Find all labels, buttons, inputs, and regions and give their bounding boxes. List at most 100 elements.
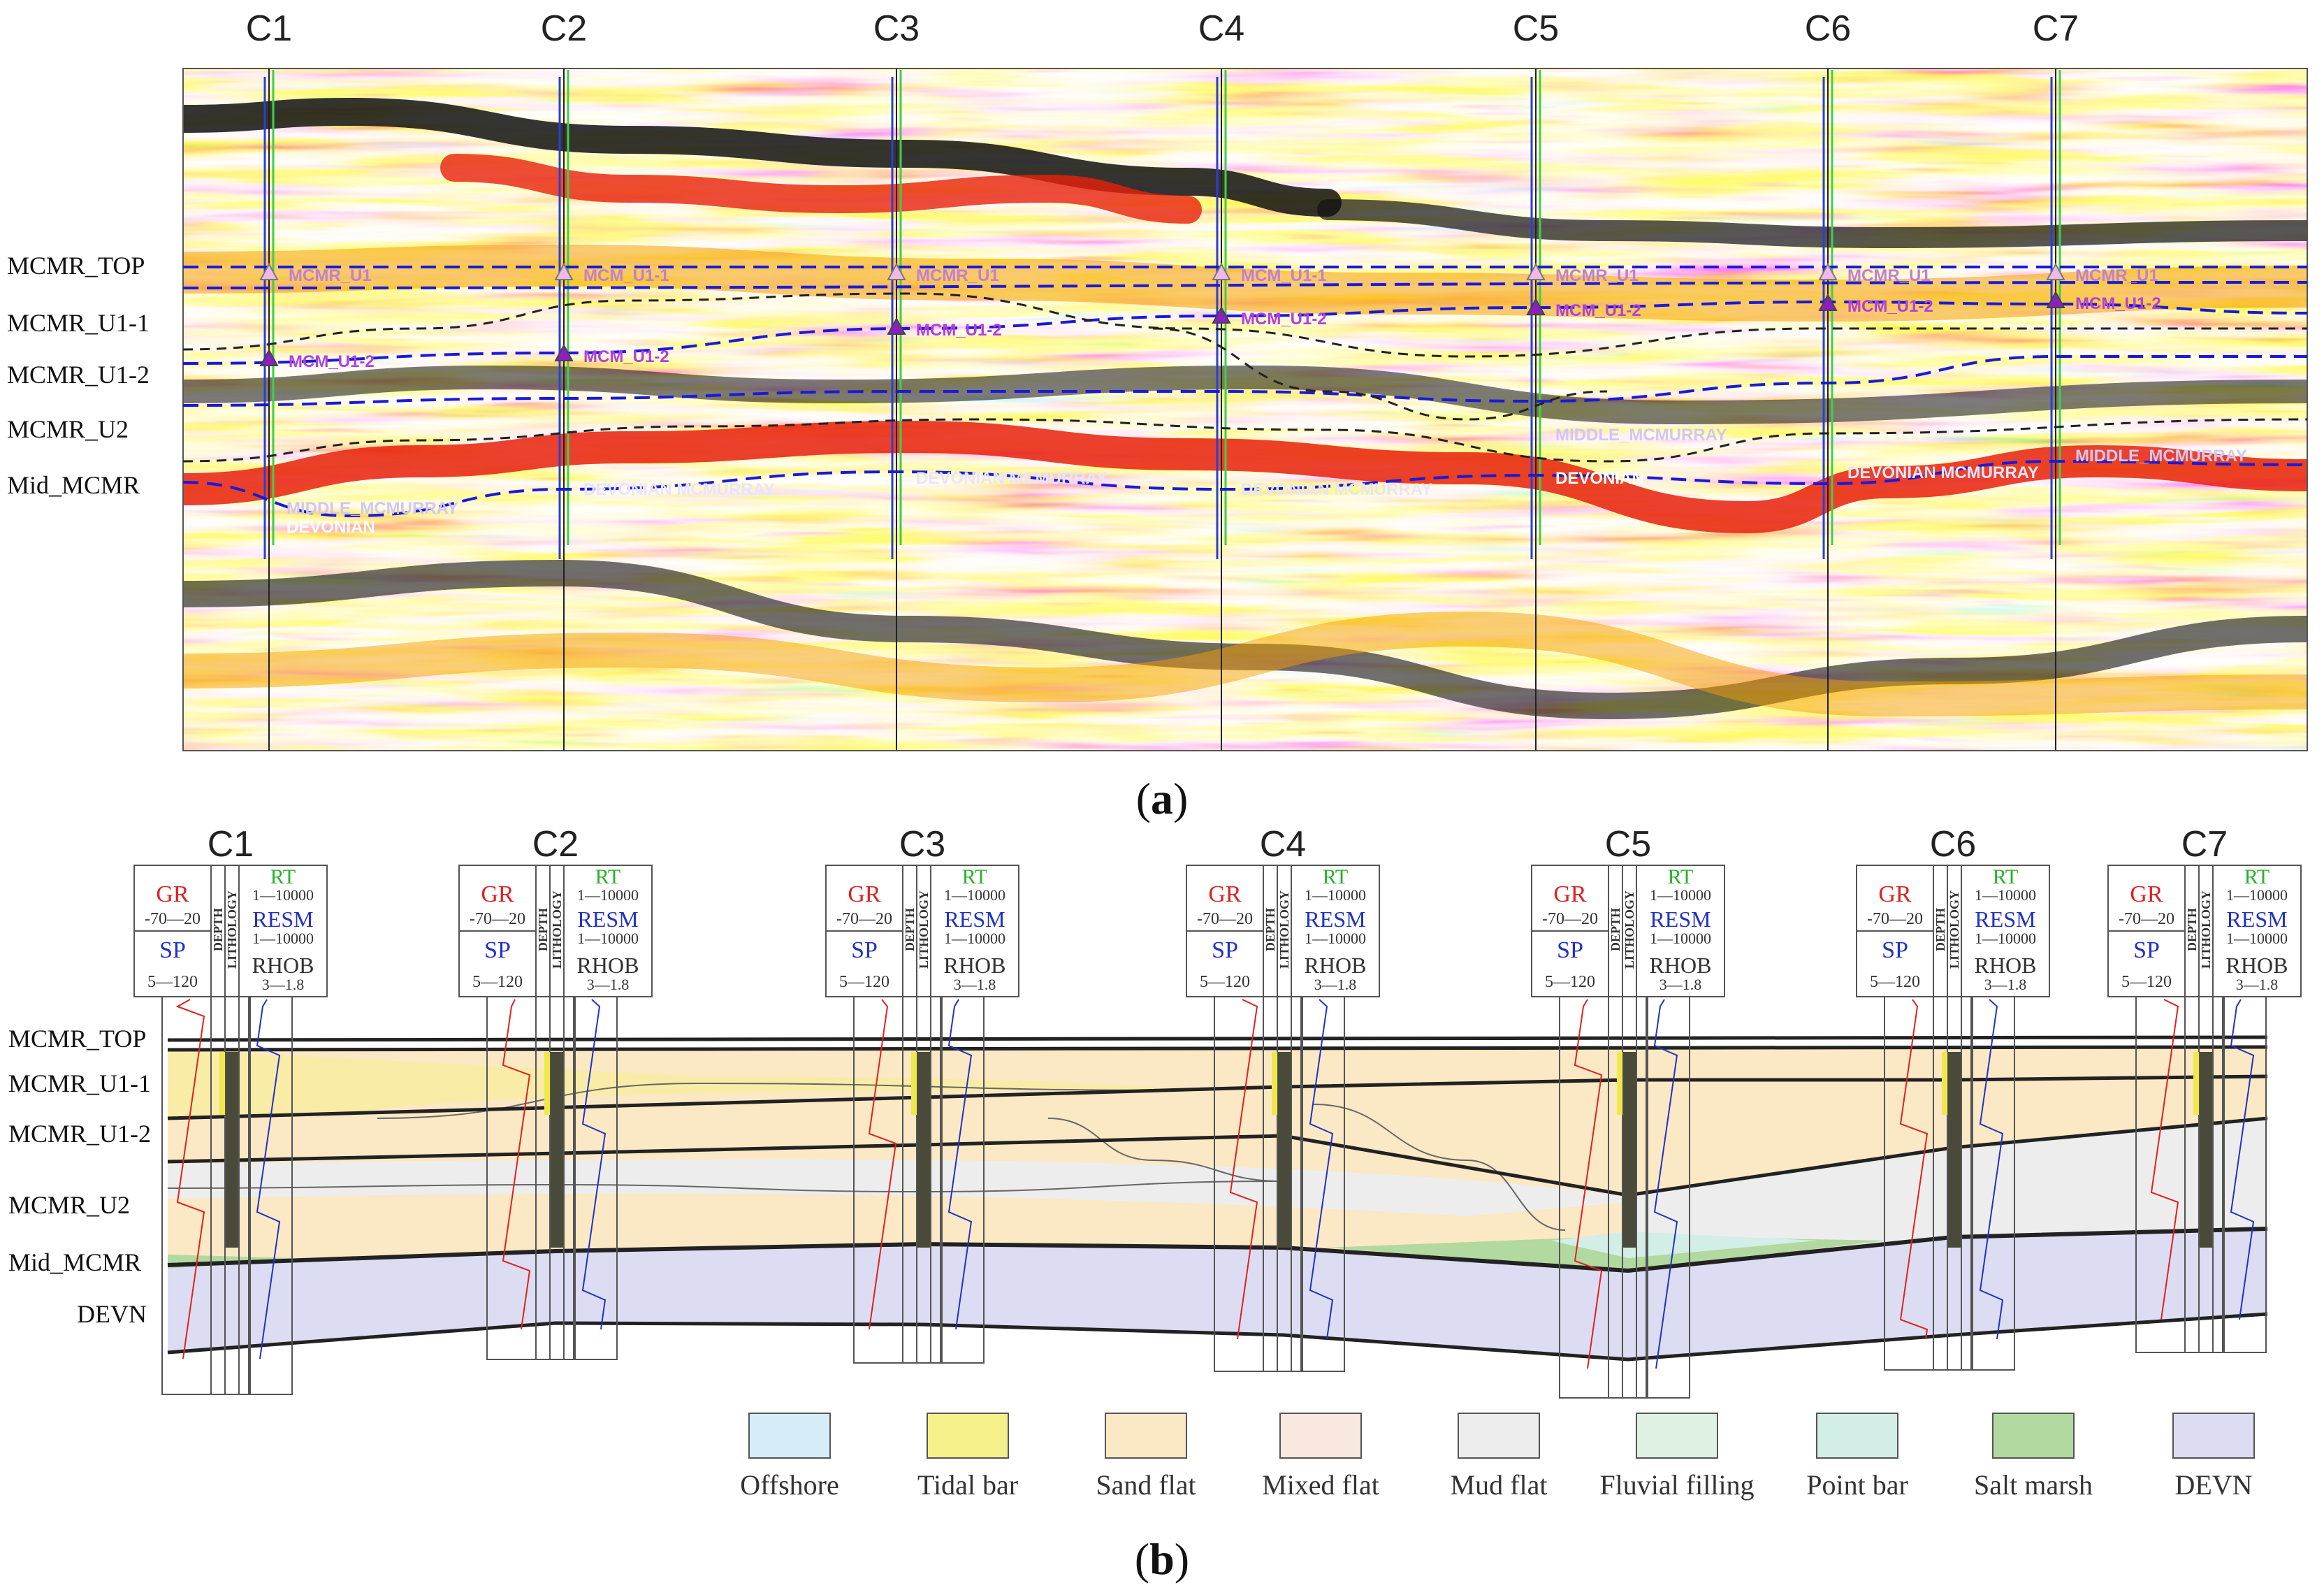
lithology-strip xyxy=(1623,1052,1636,1248)
log-label-rhob: RHOB xyxy=(944,953,1006,978)
log-label-sp: SP xyxy=(2133,937,2160,963)
horizon-label: MCMR_U1-2 xyxy=(8,1120,151,1148)
pick-label-u12: MCM_U1-2 xyxy=(916,321,1002,340)
pick-marker-u12 xyxy=(259,348,279,366)
lithology-strip xyxy=(551,1052,563,1248)
legend-swatch xyxy=(1458,1413,1540,1459)
pick-label-devonian-mcmurray: DEVONIAN MCMURRAY xyxy=(1241,480,1432,499)
log-label-depth: DEPTH xyxy=(903,908,917,951)
log-column-frame xyxy=(486,996,574,1360)
log-scale-resm: 1—10000 xyxy=(2226,930,2288,947)
facies-legend: Offshore Tidal bar Sand flat Mixed flat Mud … xyxy=(740,1413,2255,1501)
legend-item: DEVN xyxy=(2172,1413,2255,1501)
pick-label-top: MCMR_U1 xyxy=(1847,266,1931,285)
pick-label-u12: MCM_U1-2 xyxy=(1555,301,1641,320)
horizon-line xyxy=(182,459,2308,518)
facies-point-bar xyxy=(1551,1232,1817,1258)
correlation-horizon xyxy=(167,1312,2268,1362)
well-name-c6: C6 xyxy=(1805,8,1851,49)
horizon-label: DEVN xyxy=(77,1300,147,1328)
log-column-frame xyxy=(574,996,618,1360)
log-label-sp: SP xyxy=(1557,937,1583,963)
log-curve-resm xyxy=(1653,999,1678,1369)
log-curve-resm xyxy=(1309,999,1334,1340)
well-name-c2: C2 xyxy=(541,8,587,49)
legend-swatch xyxy=(748,1413,831,1459)
horizon-label: MCMR_U1-1 xyxy=(8,1069,151,1097)
lithology-strip xyxy=(1278,1052,1291,1248)
legend-label: DEVN xyxy=(2174,1469,2252,1501)
log-scale-gr: -70—20 xyxy=(470,910,525,928)
pick-label-middle: MIDDLE_MCMURRAY xyxy=(286,499,458,518)
seismic-reflector xyxy=(183,420,2307,534)
log-label-rt: RT xyxy=(595,865,621,888)
legend-swatch xyxy=(927,1413,1009,1459)
log-curve-gr xyxy=(1574,999,1603,1369)
well-name-c5: C5 xyxy=(1513,8,1559,49)
pick-marker-u12 xyxy=(554,343,574,361)
pick-label-middle-c7: MIDDLE_MCMURRAY xyxy=(2075,447,2247,465)
legend-label: Sand flat xyxy=(1096,1469,1196,1501)
panel-b-horizon-labels: MCMR_TOP MCMR_U1-1 MCMR_U1-2 MCMR_U2 Mid_MCM… xyxy=(8,1025,151,1328)
pick-label-devonian-mcmurray: DEVONIAN MCMURRAY xyxy=(916,469,1107,488)
horizon-label: MCMR_U2 xyxy=(8,1191,130,1219)
log-label-resm: RESM xyxy=(2226,907,2287,932)
log-label-rt: RT xyxy=(1668,865,1694,888)
panel-a-horizon-labels: MCMR_TOP MCMR_U1-1 MCMR_U1-2 MCMR_U2 Mid_MCM… xyxy=(7,252,150,499)
log-label-gr: GR xyxy=(2130,881,2163,907)
facies-boundary xyxy=(1313,1104,1566,1231)
legend-swatch xyxy=(1636,1413,1718,1459)
log-label-gr: GR xyxy=(1878,881,1912,907)
log-column-frame xyxy=(161,996,249,1395)
log-label-resm: RESM xyxy=(1650,907,1711,932)
log-scale-rhob: 3—1.8 xyxy=(1984,976,2027,993)
horizon-label: Mid_MCMR xyxy=(7,471,140,499)
log-label-gr: GR xyxy=(848,881,881,907)
horizon-line xyxy=(182,281,2308,289)
seismic-section xyxy=(183,68,2307,751)
log-label-sp: SP xyxy=(1212,937,1238,963)
correlation-horizon xyxy=(167,1045,2268,1052)
log-curve-gr xyxy=(868,999,897,1330)
legend-swatch xyxy=(1279,1413,1362,1459)
log-column-frame xyxy=(1972,996,2015,1371)
pick-label-top: MCMR_U1 xyxy=(916,266,999,285)
panel-a-tag: (a) xyxy=(1136,774,1189,823)
log-label-lithology: LITHOLOGY xyxy=(2199,890,2213,969)
log-scale-resm: 1—10000 xyxy=(252,930,314,947)
legend-item: Sand flat xyxy=(1096,1413,1196,1501)
legend-item: Offshore xyxy=(740,1413,839,1501)
pick-label-u12: MCM_U1-2 xyxy=(583,347,669,366)
horizon-line xyxy=(182,418,2308,463)
pick-marker-top xyxy=(1526,262,1546,280)
legend-label: Salt marsh xyxy=(1974,1469,2093,1501)
pick-label-u12: MCM_U1-2 xyxy=(2075,294,2161,313)
legend-label: Offshore xyxy=(740,1469,838,1501)
log-label-rhob: RHOB xyxy=(1650,953,1712,978)
log-label-depth: DEPTH xyxy=(211,908,225,951)
lithology-strip xyxy=(917,1052,930,1248)
lithology-tidal-bar xyxy=(1617,1052,1622,1115)
pick-label-top: MCMR_U1 xyxy=(289,266,372,285)
log-scale-resm: 1—10000 xyxy=(577,930,639,947)
pick-marker-u12 xyxy=(1526,297,1546,315)
log-scale-rt: 1—10000 xyxy=(577,886,639,904)
log-column-frame xyxy=(941,996,985,1364)
log-label-rhob: RHOB xyxy=(2226,953,2288,978)
lithology-tidal-bar xyxy=(544,1052,550,1115)
horizon-label: Mid_MCMR xyxy=(8,1248,141,1276)
legend-item: Mud flat xyxy=(1451,1413,1547,1501)
pick-marker-u12 xyxy=(2046,290,2065,308)
seismic-frame xyxy=(182,68,2308,751)
log-scale-rhob: 3—1.8 xyxy=(262,976,305,993)
legend-item: Fluvial filling xyxy=(1599,1413,1755,1501)
pick-label-devonian: DEVONIAN xyxy=(286,518,375,537)
horizon-line xyxy=(1152,327,1608,421)
log-label-resm: RESM xyxy=(577,907,638,932)
log-label-rt: RT xyxy=(2244,865,2270,888)
pick-marker-top xyxy=(259,262,279,280)
pick-label-top: MCM_U1-1 xyxy=(1241,266,1327,285)
